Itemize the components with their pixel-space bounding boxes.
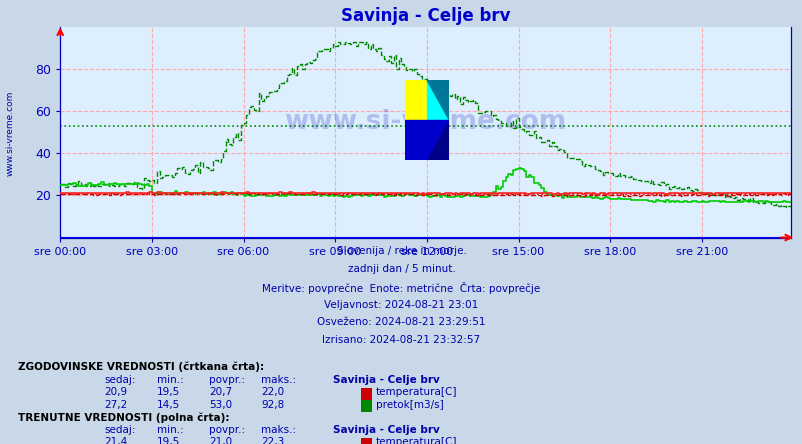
Title: Savinja - Celje brv: Savinja - Celje brv	[340, 7, 510, 25]
Text: 19,5: 19,5	[156, 387, 180, 397]
Text: 21,0: 21,0	[209, 437, 232, 444]
Text: Slovenija / reke in morje.: Slovenija / reke in morje.	[336, 246, 466, 257]
Text: 92,8: 92,8	[261, 400, 284, 410]
Text: min.:: min.:	[156, 375, 183, 385]
Bar	[404, 79, 427, 119]
Text: Meritve: povprečne  Enote: metrične  Črta: povprečje: Meritve: povprečne Enote: metrične Črta:…	[262, 282, 540, 294]
Text: www.si-vreme.com: www.si-vreme.com	[284, 108, 566, 135]
Text: maks.:: maks.:	[261, 375, 296, 385]
Text: 27,2: 27,2	[104, 400, 128, 410]
Text: 20,7: 20,7	[209, 387, 232, 397]
Polygon shape	[427, 79, 448, 119]
Text: maks.:: maks.:	[261, 425, 296, 436]
Text: 14,5: 14,5	[156, 400, 180, 410]
Bar	[427, 79, 448, 119]
Text: povpr.:: povpr.:	[209, 375, 245, 385]
Bar	[404, 119, 448, 159]
Text: ZGODOVINSKE VREDNOSTI (črtkana črta):: ZGODOVINSKE VREDNOSTI (črtkana črta):	[18, 362, 264, 373]
Text: www.si-vreme.com: www.si-vreme.com	[6, 91, 15, 176]
Polygon shape	[427, 119, 448, 159]
Text: Savinja - Celje brv: Savinja - Celje brv	[333, 375, 439, 385]
Text: Savinja - Celje brv: Savinja - Celje brv	[333, 425, 439, 436]
Text: sedaj:: sedaj:	[104, 375, 136, 385]
Text: temperatura[C]: temperatura[C]	[375, 387, 456, 397]
Text: 19,5: 19,5	[156, 437, 180, 444]
Text: 53,0: 53,0	[209, 400, 232, 410]
Text: pretok[m3/s]: pretok[m3/s]	[375, 400, 443, 410]
Text: 22,3: 22,3	[261, 437, 284, 444]
Text: Izrisano: 2024-08-21 23:32:57: Izrisano: 2024-08-21 23:32:57	[322, 335, 480, 345]
Text: min.:: min.:	[156, 425, 183, 436]
Text: sedaj:: sedaj:	[104, 425, 136, 436]
Text: 22,0: 22,0	[261, 387, 284, 397]
Text: temperatura[C]: temperatura[C]	[375, 437, 456, 444]
Text: 21,4: 21,4	[104, 437, 128, 444]
Text: povpr.:: povpr.:	[209, 425, 245, 436]
Text: 20,9: 20,9	[104, 387, 128, 397]
Text: zadnji dan / 5 minut.: zadnji dan / 5 minut.	[347, 264, 455, 274]
Text: Veljavnost: 2024-08-21 23:01: Veljavnost: 2024-08-21 23:01	[324, 300, 478, 310]
Text: TRENUTNE VREDNOSTI (polna črta):: TRENUTNE VREDNOSTI (polna črta):	[18, 412, 229, 423]
Text: Osveženo: 2024-08-21 23:29:51: Osveženo: 2024-08-21 23:29:51	[317, 317, 485, 328]
